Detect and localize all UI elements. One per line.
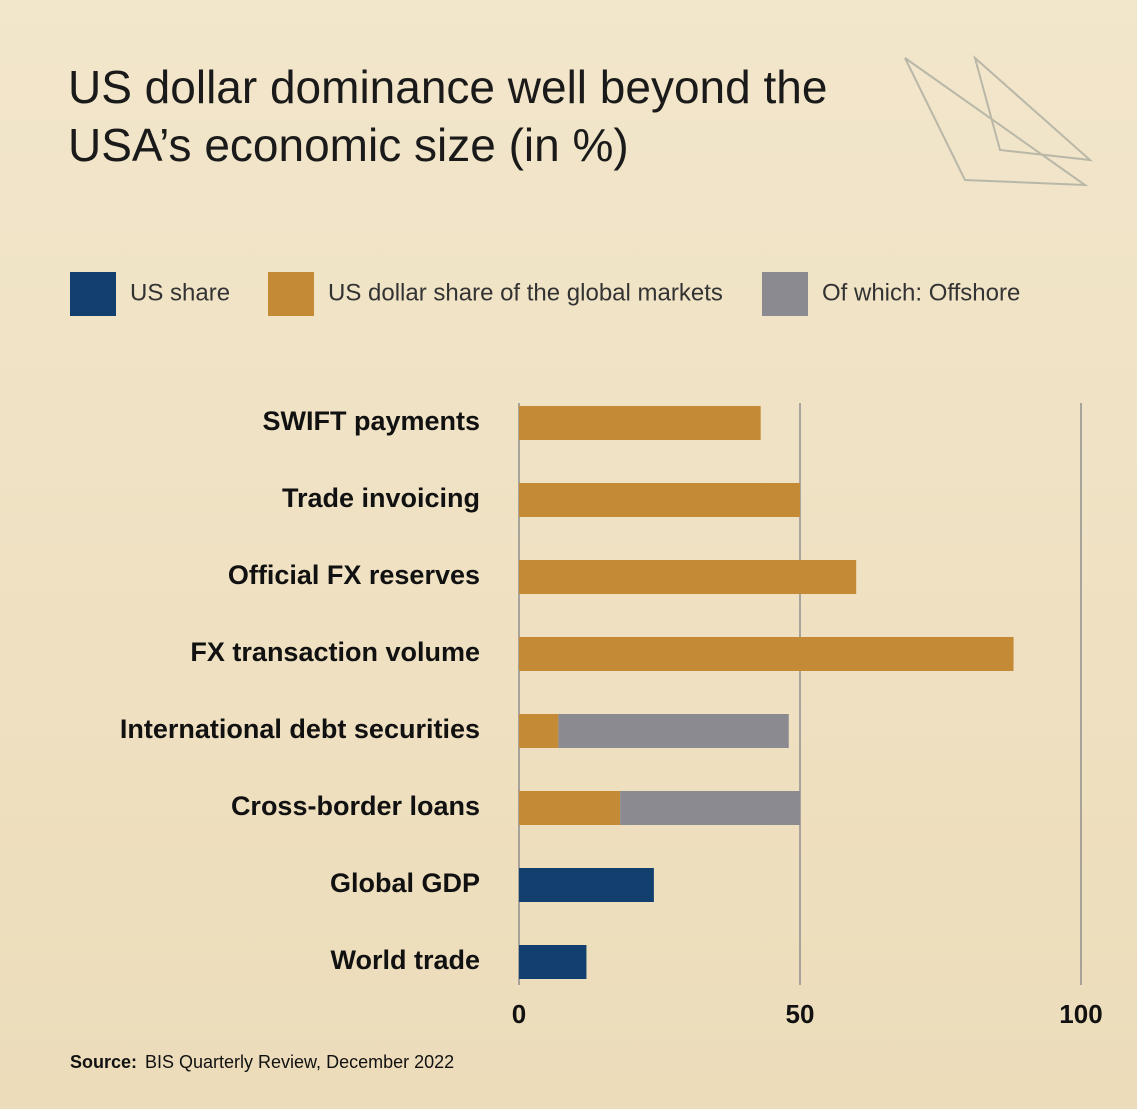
chart-title: US dollar dominance well beyond the USA’… <box>68 61 828 171</box>
legend-label: US share <box>130 279 230 306</box>
legend-label: Of which: Offshore <box>822 279 1020 306</box>
source: BIS Quarterly Review, December 2022 <box>145 1052 454 1072</box>
legend-label: US dollar share of the global markets <box>328 279 723 306</box>
bar <box>558 714 789 748</box>
y-tick-label: World trade <box>330 945 480 975</box>
bar <box>620 791 800 825</box>
y-tick-label: International debt securities <box>120 714 480 744</box>
y-tick-label: Global GDP <box>330 868 480 898</box>
bar <box>519 637 1014 671</box>
legend-swatch <box>268 272 314 316</box>
x-tick-label: 0 <box>512 999 526 1029</box>
x-tick-label: 100 <box>1059 999 1102 1029</box>
y-tick-label: Cross-border loans <box>231 791 480 821</box>
bar <box>519 560 857 594</box>
bar <box>519 406 761 440</box>
x-tick-label: 50 <box>786 999 815 1029</box>
bar <box>519 483 800 517</box>
decoration <box>904 55 1094 187</box>
legend-swatch <box>70 272 116 316</box>
bar <box>519 791 621 825</box>
bar <box>519 714 559 748</box>
y-tick-label: Official FX reserves <box>228 560 480 590</box>
bar <box>519 868 654 902</box>
y-tick-label: SWIFT payments <box>262 406 480 436</box>
source-label: Source: <box>70 1052 137 1072</box>
bar <box>519 945 587 979</box>
y-tick-label: Trade invoicing <box>282 483 480 513</box>
y-tick-label: FX transaction volume <box>190 637 480 667</box>
legend-swatch <box>762 272 808 316</box>
